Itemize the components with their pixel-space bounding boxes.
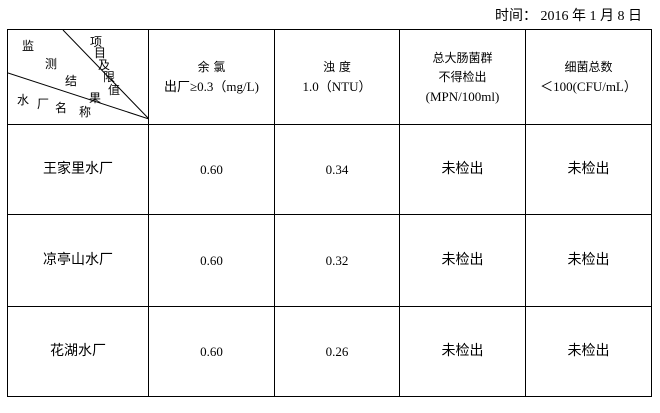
corner-bottom-char: 厂	[37, 97, 50, 111]
coliform-value: 未检出	[399, 214, 526, 307]
header-residual-chlorine: 余 氯出厂≥0.3（mg/L)	[148, 29, 275, 125]
water-quality-table: 项 目 及 限 值 监 测 结 果 水 厂 名 称 余 氯出厂≥0.3（mg/L…	[7, 29, 652, 397]
header-line: (MPN/100ml)	[425, 88, 500, 104]
plant-name: 凉亭山水厂	[7, 214, 149, 307]
turbidity-value: 0.32	[274, 214, 400, 307]
chlorine-value: 0.60	[148, 214, 275, 307]
turbidity-value: 0.26	[274, 306, 400, 397]
header-line: 不得检出	[438, 69, 487, 84]
corner-bottom-char: 称	[79, 105, 92, 119]
header-row: 项 目 及 限 值 监 测 结 果 水 厂 名 称 余 氯出厂≥0.3（mg/L…	[7, 29, 652, 125]
bacteria-value: 未检出	[525, 214, 652, 307]
plant-name: 王家里水厂	[7, 124, 149, 215]
chlorine-value: 0.60	[148, 306, 275, 397]
header-line: 总大肠菌群	[432, 50, 493, 65]
table-row: 花湖水厂 0.60 0.26 未检出 未检出	[7, 306, 652, 397]
plant-name: 花湖水厂	[7, 306, 149, 397]
header-line: 1.0（NTU）	[302, 79, 372, 94]
header-line: ＜100(CFU/mL）	[540, 79, 637, 94]
table-row: 凉亭山水厂 0.60 0.32 未检出 未检出	[7, 214, 652, 307]
chlorine-value: 0.60	[148, 124, 275, 215]
bacteria-value: 未检出	[525, 124, 652, 215]
corner-middle-char: 结	[65, 74, 78, 88]
coliform-value: 未检出	[399, 306, 526, 397]
header-line: 浊 度	[323, 60, 351, 74]
table-row: 王家里水厂 0.60 0.34 未检出 未检出	[7, 124, 652, 215]
corner-top-char: 目	[94, 46, 107, 60]
corner-middle-char: 果	[89, 91, 102, 105]
report-date: 时间： 2016 年 1 月 8 日	[495, 9, 642, 24]
bacteria-value: 未检出	[525, 306, 652, 397]
corner-bottom-char: 名	[55, 101, 68, 115]
corner-top-char: 项	[90, 35, 103, 49]
turbidity-value: 0.34	[274, 124, 400, 215]
corner-middle-char: 监	[22, 39, 35, 53]
header-coliform: 总大肠菌群不得检出 (MPN/100ml)	[399, 29, 526, 125]
corner-header-cell: 项 目 及 限 值 监 测 结 果 水 厂 名 称	[7, 29, 149, 125]
corner-top-char: 值	[108, 83, 121, 97]
header-turbidity: 浊 度 1.0（NTU）	[274, 29, 400, 125]
coliform-value: 未检出	[399, 124, 526, 215]
header-line: 余 氯	[197, 60, 226, 74]
header-bacteria-count: 细菌总数 ＜100(CFU/mL）	[525, 29, 652, 125]
corner-bottom-char: 水	[17, 93, 30, 107]
corner-top-char: 限	[103, 70, 116, 84]
header-line: 出厂≥0.3（mg/L)	[164, 79, 259, 94]
header-line: 细菌总数	[564, 60, 613, 74]
corner-top-char: 及	[98, 58, 111, 72]
corner-middle-char: 测	[45, 57, 58, 71]
